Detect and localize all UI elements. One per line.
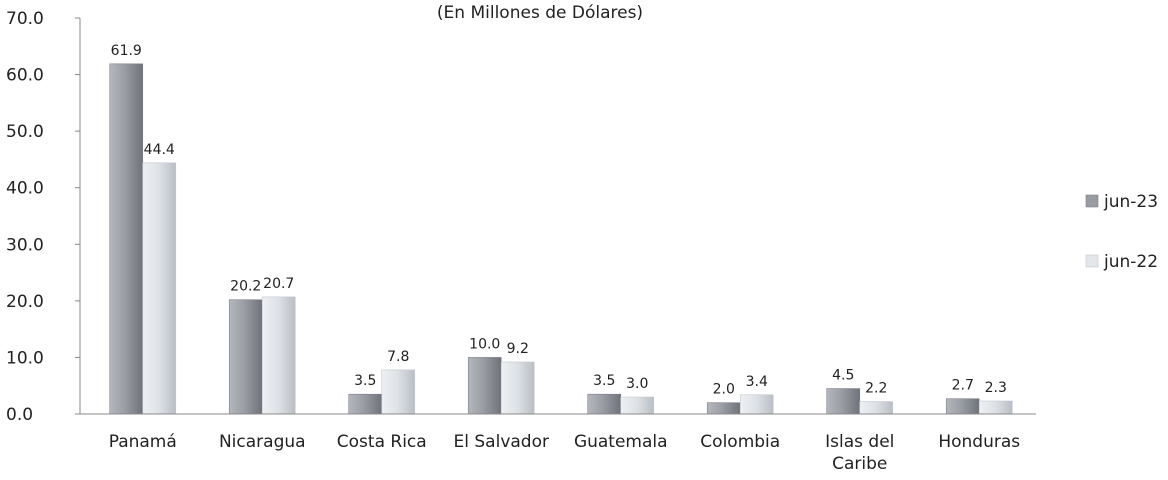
bar-jun-22 (500, 361, 535, 415)
bar-jun-22 (739, 394, 774, 415)
legend-swatch-jun-22 (1085, 254, 1099, 268)
x-category-label-line: Nicaragua (219, 432, 306, 452)
data-label: 9.2 (507, 341, 529, 357)
bar-jun-22 (620, 396, 655, 415)
data-label: 44.4 (144, 142, 175, 158)
bar-jun-22 (859, 401, 894, 415)
data-label: 3.4 (746, 374, 768, 390)
y-axis: 0.0 10.0 20.0 30.0 40.0 50.0 60.0 70.0 (6, 9, 81, 425)
data-label: 2.0 (713, 382, 735, 398)
y-tick-label: 20.0 (6, 292, 44, 312)
bar-jun-23 (228, 299, 263, 415)
x-category-label-line: Islas del (825, 432, 894, 452)
bar-jun-22 (978, 400, 1013, 415)
bar-jun-23 (706, 402, 741, 415)
bar-jun-22 (142, 162, 177, 415)
x-category-label-line: Costa Rica (337, 432, 427, 452)
data-label: 4.5 (832, 368, 854, 384)
bar-jun-23 (826, 388, 861, 415)
x-category-label-line: Colombia (700, 432, 780, 452)
data-label: 3.5 (593, 373, 615, 389)
data-label: 10.0 (469, 336, 500, 352)
bar-jun-23 (945, 398, 980, 415)
legend: jun-23 jun-22 (1085, 192, 1158, 272)
data-label: 3.0 (626, 376, 648, 392)
x-category-label: Islas del Caribe (825, 432, 894, 474)
y-tick-label: 70.0 (6, 9, 44, 29)
bar-jun-23 (348, 393, 383, 415)
bar-jun-23 (109, 63, 144, 415)
y-tick-label: 10.0 (6, 348, 44, 368)
y-tick-label: 40.0 (6, 179, 44, 199)
y-tick-label: 50.0 (6, 122, 44, 142)
legend-swatch-jun-23 (1085, 194, 1099, 208)
y-tick-label: 0.0 (6, 405, 33, 425)
bar-jun-23 (587, 393, 622, 415)
x-category-label-line: Guatemala (574, 432, 668, 452)
legend-label: jun-23 (1103, 192, 1158, 212)
bar-jun-23 (467, 357, 502, 415)
data-label: 61.9 (111, 43, 142, 59)
legend-label: jun-22 (1103, 252, 1158, 272)
y-tick-label: 60.0 (6, 66, 44, 86)
data-label: 2.3 (985, 380, 1007, 396)
x-category-label: Costa Rica (337, 432, 427, 452)
x-category-label-line: Panamá (109, 432, 177, 452)
x-category-label: Guatemala (574, 432, 668, 452)
data-label: 7.8 (387, 349, 409, 365)
data-label: 2.7 (952, 378, 974, 394)
x-category-label: Panamá (109, 432, 177, 452)
data-label: 20.7 (263, 276, 294, 292)
x-axis: Panamá Nicaragua Costa Rica El Salvador Guat… (80, 413, 1036, 474)
y-tick-label: 30.0 (6, 235, 44, 255)
bar-jun-22 (261, 296, 296, 415)
x-category-label-line: Honduras (938, 432, 1020, 452)
x-category-label-line: El Salvador (454, 432, 549, 452)
bars-group: 61.9 44.4 20.2 20.7 3.5 7.8 10.0 9.2 3.5 3.0 2.0 3.… (109, 43, 1013, 415)
chart-title: (En Millones de Dólares) (437, 3, 643, 23)
x-category-label: Nicaragua (219, 432, 306, 452)
data-label: 2.2 (865, 381, 887, 397)
data-label: 3.5 (354, 373, 376, 389)
x-category-label-line: Caribe (832, 454, 887, 474)
x-category-label: Colombia (700, 432, 780, 452)
x-category-label: Honduras (938, 432, 1020, 452)
x-category-label: El Salvador (454, 432, 549, 452)
bar-jun-22 (381, 369, 416, 415)
data-label: 20.2 (230, 279, 261, 295)
